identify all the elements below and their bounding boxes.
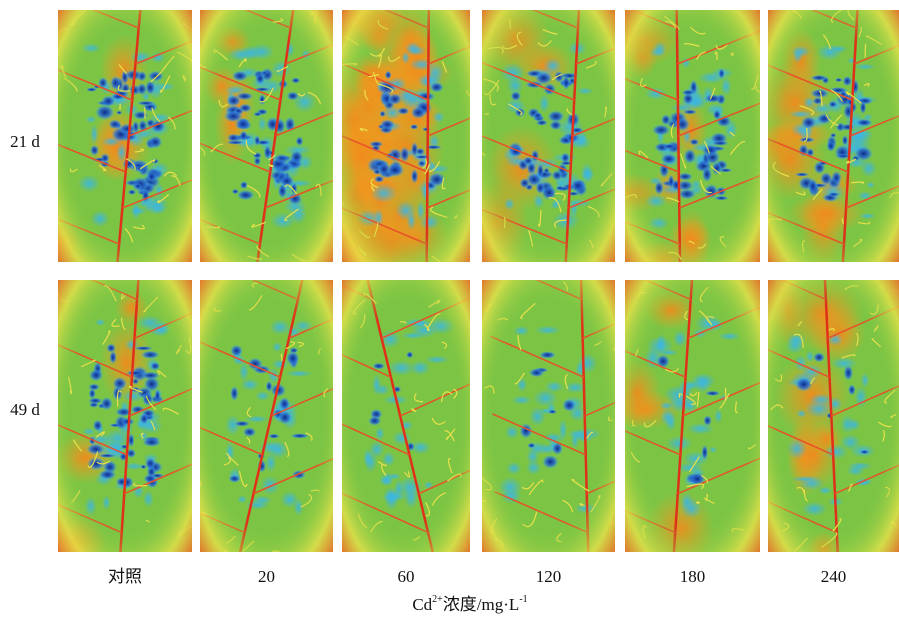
axis-title-sup: 2+ bbox=[432, 594, 443, 605]
leaf-edge bbox=[58, 280, 192, 552]
axis-title-base: Cd bbox=[412, 595, 432, 614]
leaf-edge bbox=[625, 10, 760, 262]
leaf-image bbox=[58, 10, 192, 262]
leaf-edge bbox=[200, 10, 333, 262]
leaf-content bbox=[200, 10, 333, 262]
leaf-content bbox=[482, 280, 615, 552]
leaf-edge bbox=[342, 280, 470, 552]
leaf-edge bbox=[768, 280, 899, 552]
leaf-content bbox=[58, 280, 192, 552]
leaf-image bbox=[625, 280, 760, 552]
leaf-image bbox=[768, 280, 899, 552]
leaf-edge bbox=[768, 10, 899, 262]
leaf-image bbox=[342, 10, 470, 262]
row-label: 49 d bbox=[10, 400, 40, 419]
column-label: 20 bbox=[258, 567, 275, 586]
axis-title-sup: -1 bbox=[519, 594, 527, 605]
leaf-content bbox=[342, 10, 470, 262]
leaf-content bbox=[625, 10, 760, 262]
column-label: 对照 bbox=[108, 567, 142, 586]
leaf-content bbox=[768, 280, 899, 552]
column-label: 240 bbox=[821, 567, 847, 586]
leaf-image bbox=[342, 280, 470, 552]
column-labels: 对照 20 60 120 180 240 bbox=[108, 567, 846, 586]
leaf-content bbox=[768, 10, 899, 262]
leaf-image bbox=[482, 10, 615, 262]
axis-title-mid: 浓度/mg·L bbox=[443, 595, 520, 614]
leaf-edge bbox=[58, 10, 192, 262]
leaf-content bbox=[58, 10, 192, 262]
leaf-content bbox=[482, 10, 615, 262]
row-label: 21 d bbox=[10, 132, 40, 151]
leaf-edge bbox=[482, 280, 615, 552]
leaf-edge bbox=[482, 10, 615, 262]
leaf-image bbox=[482, 280, 615, 552]
leaf-edge bbox=[342, 10, 470, 262]
leaf-content bbox=[625, 280, 760, 552]
leaf-edge bbox=[200, 280, 333, 552]
leaf-content bbox=[342, 280, 470, 552]
column-label: 120 bbox=[536, 567, 562, 586]
leaf-image bbox=[200, 280, 333, 552]
column-label: 60 bbox=[398, 567, 415, 586]
leaf-image bbox=[58, 280, 192, 552]
axis-title: Cd2+浓度/mg·L-1 bbox=[412, 594, 527, 614]
leaf-images bbox=[58, 10, 899, 552]
column-label: 180 bbox=[680, 567, 706, 586]
leaf-content bbox=[200, 280, 333, 552]
leaf-image bbox=[200, 10, 333, 262]
leaf-image bbox=[768, 10, 899, 262]
minor-vein bbox=[214, 551, 216, 552]
leaf-image bbox=[625, 10, 760, 262]
leaf-edge bbox=[625, 280, 760, 552]
